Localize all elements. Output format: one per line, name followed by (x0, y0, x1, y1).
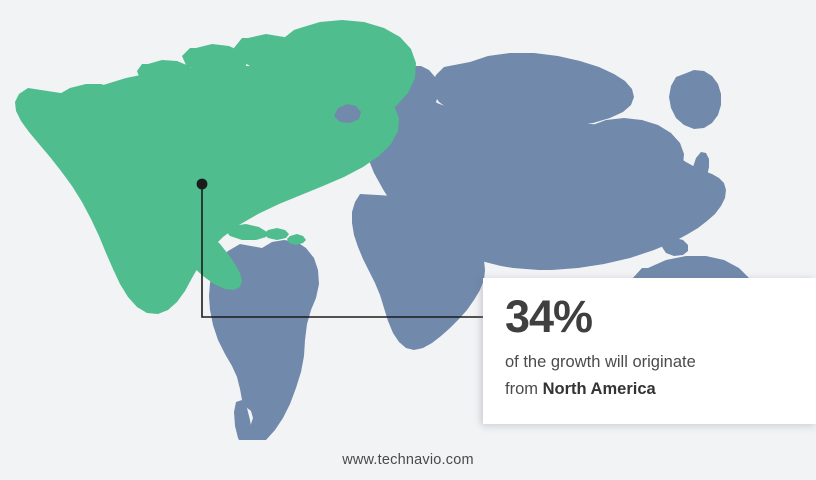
source-url[interactable]: www.technavio.com (342, 452, 474, 468)
world-map-panel (15, 20, 775, 440)
footer-bar: www.technavio.com (0, 440, 816, 480)
callout-line-2: from North America (505, 376, 794, 403)
callout-line-2-prefix: from (505, 380, 543, 399)
callout-card: 34% of the growth will originate from No… (483, 278, 816, 424)
callout-line-1: of the growth will originate (505, 353, 696, 372)
map-island-iceland (334, 104, 361, 123)
callout-region-name: North America (542, 380, 656, 399)
growth-percentage: 34% (505, 291, 593, 342)
